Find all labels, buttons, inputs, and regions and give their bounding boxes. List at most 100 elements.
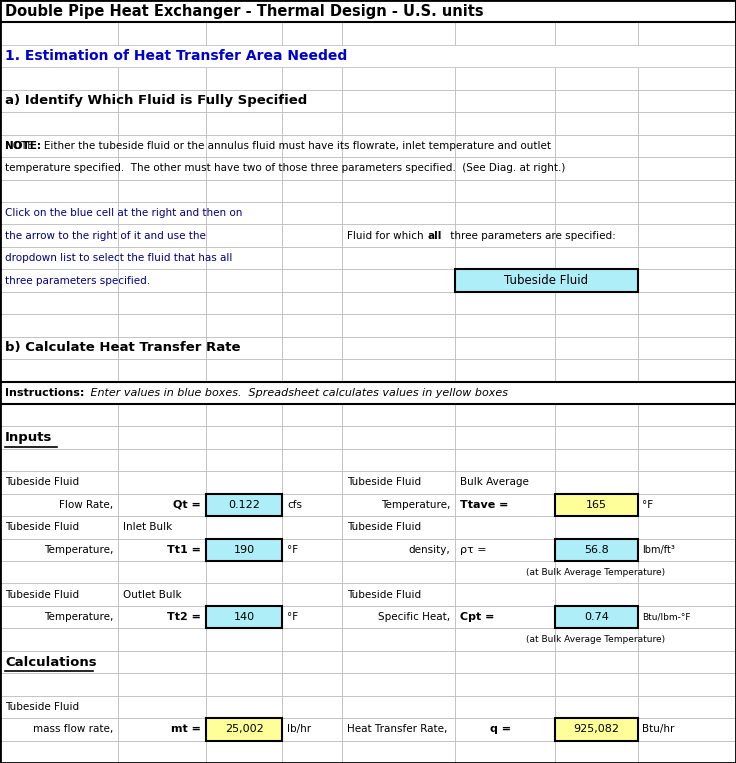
Text: Inlet Bulk: Inlet Bulk xyxy=(123,523,172,533)
Bar xyxy=(206,606,282,629)
Bar xyxy=(206,45,282,67)
Bar xyxy=(455,269,555,291)
Text: Calculations: Calculations xyxy=(5,655,96,668)
Text: Double Pipe Heat Exchanger - Thermal Design - U.S. units: Double Pipe Heat Exchanger - Thermal Des… xyxy=(5,4,484,19)
Text: q =: q = xyxy=(490,724,511,734)
Bar xyxy=(282,539,342,561)
Text: °F: °F xyxy=(642,500,653,510)
Bar xyxy=(342,516,455,539)
Bar xyxy=(118,67,206,90)
Bar xyxy=(638,247,736,269)
Bar xyxy=(0,359,118,382)
Bar xyxy=(555,22,638,45)
Bar xyxy=(638,584,736,606)
Bar xyxy=(0,449,118,472)
Bar xyxy=(638,291,736,314)
Bar xyxy=(118,269,206,291)
Bar xyxy=(206,404,282,427)
Text: 925,082: 925,082 xyxy=(573,724,620,734)
Bar xyxy=(455,247,555,269)
Bar xyxy=(206,224,282,247)
Bar xyxy=(555,112,638,134)
Bar xyxy=(455,427,555,449)
Bar xyxy=(0,90,118,112)
Bar xyxy=(0,584,118,606)
Bar xyxy=(342,157,455,179)
Bar xyxy=(282,696,342,718)
Bar xyxy=(342,741,455,763)
Bar xyxy=(0,134,118,157)
Bar xyxy=(118,673,206,696)
Bar xyxy=(555,718,638,741)
Bar xyxy=(0,673,118,696)
Bar xyxy=(206,67,282,90)
Bar xyxy=(638,134,736,157)
Text: Tubeside Fluid: Tubeside Fluid xyxy=(5,702,79,712)
Bar xyxy=(638,673,736,696)
Text: temperature specified.  The other must have two of those three parameters specif: temperature specified. The other must ha… xyxy=(5,163,565,173)
Bar xyxy=(118,90,206,112)
Bar xyxy=(455,112,555,134)
Bar xyxy=(638,382,736,404)
Text: Click on the blue cell at the right and then on: Click on the blue cell at the right and … xyxy=(5,208,242,218)
Bar xyxy=(638,179,736,202)
Bar xyxy=(342,291,455,314)
Text: Tt2 =: Tt2 = xyxy=(167,612,201,622)
Bar xyxy=(342,224,455,247)
Bar xyxy=(282,561,342,584)
Bar xyxy=(118,134,206,157)
Bar xyxy=(342,427,455,449)
Bar xyxy=(455,291,555,314)
Bar xyxy=(282,494,342,516)
Bar xyxy=(455,0,555,22)
Bar xyxy=(118,696,206,718)
Text: Tubeside Fluid: Tubeside Fluid xyxy=(5,523,79,533)
Text: dropdown list to select the fluid that has all: dropdown list to select the fluid that h… xyxy=(5,253,233,263)
Bar xyxy=(282,314,342,336)
Bar xyxy=(0,629,118,651)
Text: Tt1 =: Tt1 = xyxy=(167,545,201,555)
Text: °F: °F xyxy=(287,612,298,622)
Bar xyxy=(555,314,638,336)
Bar xyxy=(0,314,118,336)
Bar xyxy=(455,67,555,90)
Bar xyxy=(342,673,455,696)
Bar xyxy=(638,359,736,382)
Bar xyxy=(0,45,118,67)
Bar xyxy=(342,314,455,336)
Bar xyxy=(118,157,206,179)
Bar xyxy=(555,269,638,291)
Bar xyxy=(455,314,555,336)
Bar xyxy=(455,606,555,629)
Bar xyxy=(638,22,736,45)
Bar xyxy=(555,134,638,157)
Bar xyxy=(118,179,206,202)
Bar xyxy=(342,606,455,629)
Bar xyxy=(282,651,342,673)
Bar xyxy=(0,336,118,359)
Bar xyxy=(555,336,638,359)
Bar xyxy=(206,606,282,629)
Bar xyxy=(555,67,638,90)
Text: Flow Rate,: Flow Rate, xyxy=(59,500,113,510)
Bar xyxy=(638,472,736,494)
Text: b) Calculate Heat Transfer Rate: b) Calculate Heat Transfer Rate xyxy=(5,341,241,354)
Bar xyxy=(555,606,638,629)
Bar xyxy=(555,472,638,494)
Bar xyxy=(555,629,638,651)
Bar xyxy=(0,606,118,629)
Bar xyxy=(206,291,282,314)
Bar xyxy=(282,45,342,67)
Bar xyxy=(0,247,118,269)
Bar xyxy=(638,427,736,449)
Bar xyxy=(118,112,206,134)
Bar xyxy=(555,224,638,247)
Bar xyxy=(206,651,282,673)
Bar xyxy=(555,584,638,606)
Bar xyxy=(206,22,282,45)
Text: 25,002: 25,002 xyxy=(224,724,263,734)
Bar xyxy=(0,718,118,741)
Bar xyxy=(342,247,455,269)
Bar xyxy=(118,0,206,22)
Text: Btu/lbm-°F: Btu/lbm-°F xyxy=(642,613,690,622)
